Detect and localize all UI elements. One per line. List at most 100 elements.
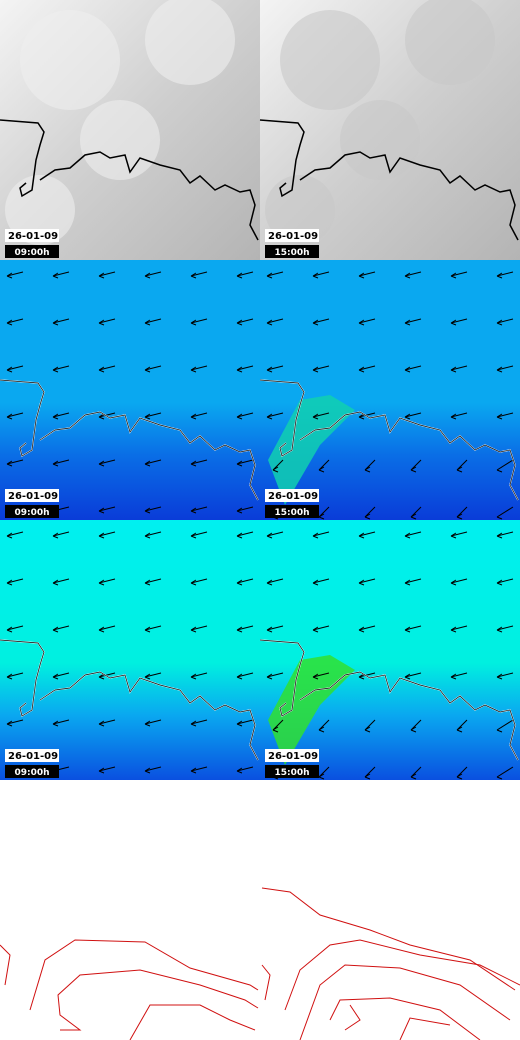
wind-arrow xyxy=(318,766,330,780)
map-panel: 26-01-09 15:00h xyxy=(259,260,520,520)
wind-arrow xyxy=(364,766,376,780)
wind-arrow xyxy=(52,578,70,586)
wind-arrow xyxy=(496,271,514,279)
wind-arrow xyxy=(190,766,208,774)
wind-arrow xyxy=(404,412,422,420)
time-box xyxy=(5,505,59,518)
wind-arrow xyxy=(450,578,468,586)
contour-panel xyxy=(0,887,520,1040)
wind-arrow xyxy=(312,412,330,420)
time-label: 09:00h xyxy=(14,768,49,778)
wind-arrow xyxy=(450,672,468,680)
wind-arrow xyxy=(190,459,208,467)
wind-arrow xyxy=(98,365,116,373)
date-label: 26-01-09 xyxy=(268,751,318,762)
contour-line xyxy=(261,964,271,1001)
wind-arrow xyxy=(312,625,330,633)
time-box xyxy=(265,245,319,258)
wind-arrow xyxy=(364,506,376,520)
wind-arrow xyxy=(144,625,162,633)
wind-arrow xyxy=(98,578,116,586)
time-label: 09:00h xyxy=(14,248,49,258)
wind-zone xyxy=(268,395,355,505)
cloud xyxy=(265,175,335,245)
wind-arrow xyxy=(52,412,70,420)
wind-arrow xyxy=(6,578,24,586)
wind-zone xyxy=(268,655,355,765)
wind-arrow xyxy=(236,531,254,539)
map-panel: 26-01-09 15:00h xyxy=(259,520,520,780)
wind-arrow xyxy=(190,365,208,373)
wind-arrow xyxy=(6,318,24,326)
panel-background xyxy=(0,520,260,780)
wind-arrow xyxy=(144,506,162,514)
wind-arrow xyxy=(456,719,468,733)
wind-arrow xyxy=(410,766,422,780)
wind-arrow xyxy=(98,459,116,467)
wind-arrow xyxy=(6,271,24,279)
wind-arrow xyxy=(312,578,330,586)
wind-arrow xyxy=(450,318,468,326)
wind-arrow xyxy=(98,531,116,539)
wind-arrow xyxy=(6,719,24,727)
wind-arrow xyxy=(496,412,514,420)
wind-arrow xyxy=(98,318,116,326)
contour-line xyxy=(0,939,259,1011)
wind-arrow xyxy=(450,271,468,279)
wind-arrow xyxy=(450,412,468,420)
wind-arrow xyxy=(404,578,422,586)
wind-arrow xyxy=(318,719,330,733)
cloud xyxy=(5,175,75,245)
contour-line xyxy=(284,939,520,1011)
wind-arrow xyxy=(404,365,422,373)
wind-arrow xyxy=(312,365,330,373)
time-box xyxy=(265,765,319,778)
wind-arrow xyxy=(496,459,514,473)
map-panel: 26-01-09 09:00h xyxy=(0,520,260,780)
wind-arrow xyxy=(52,365,70,373)
time-label: 15:00h xyxy=(274,248,309,258)
wind-arrow xyxy=(404,318,422,326)
wind-arrow xyxy=(6,625,24,633)
date-box xyxy=(5,229,59,242)
wind-arrow xyxy=(312,318,330,326)
cloud xyxy=(340,100,420,180)
date-box xyxy=(5,489,59,502)
wind-arrow xyxy=(190,625,208,633)
wind-arrow xyxy=(52,271,70,279)
wind-arrow xyxy=(496,506,514,520)
wind-arrow xyxy=(266,318,284,326)
wind-arrow xyxy=(144,672,162,680)
wind-arrow xyxy=(450,365,468,373)
wind-arrow xyxy=(190,719,208,727)
cloud xyxy=(405,0,495,85)
wind-arrow xyxy=(450,531,468,539)
wind-arrow xyxy=(266,365,284,373)
wind-arrow xyxy=(456,766,468,780)
wind-arrow xyxy=(144,578,162,586)
wind-arrow xyxy=(496,318,514,326)
coastline xyxy=(0,379,259,501)
wind-arrow xyxy=(410,459,422,473)
wind-arrow xyxy=(190,271,208,279)
wind-arrow xyxy=(144,318,162,326)
time-box xyxy=(265,505,319,518)
contour-line xyxy=(57,969,259,1031)
wind-arrow xyxy=(272,719,284,733)
wind-arrow xyxy=(456,506,468,520)
contour-line xyxy=(129,1004,256,1040)
wind-arrow xyxy=(358,365,376,373)
wind-arrow xyxy=(236,719,254,727)
wind-arrow xyxy=(358,271,376,279)
panel-background xyxy=(0,260,260,520)
wind-arrow xyxy=(144,271,162,279)
wind-arrow xyxy=(266,672,284,680)
wind-arrow xyxy=(404,271,422,279)
wind-arrow xyxy=(236,672,254,680)
wind-arrow xyxy=(98,271,116,279)
wind-arrow xyxy=(52,459,70,467)
wind-arrow xyxy=(496,625,514,633)
wind-arrow xyxy=(98,625,116,633)
cloud xyxy=(80,100,160,180)
contour-line xyxy=(261,887,516,991)
